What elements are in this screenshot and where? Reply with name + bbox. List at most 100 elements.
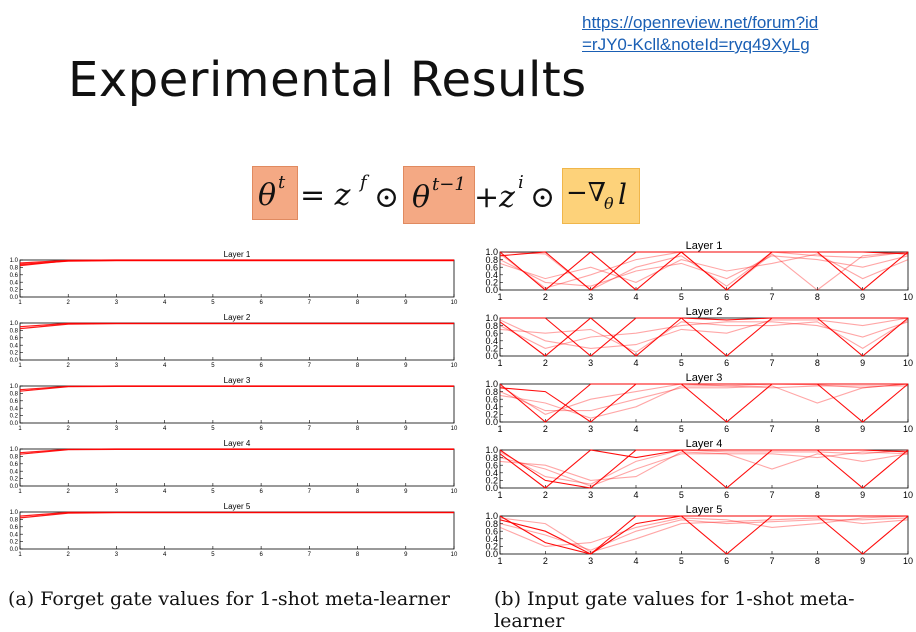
chart-b-3-ytick-label: 1.0 — [485, 379, 498, 389]
chart-b-4-xtick-label: 6 — [724, 490, 729, 500]
chart-a-5-xtick-label: 1 — [18, 552, 22, 558]
chart-b-2-series-line — [499, 317, 908, 357]
chart-b-1-ytick-label: 1.0 — [485, 247, 498, 257]
chart-b-2-xtick-label: 4 — [633, 358, 638, 368]
chart-a-2-ytick-label: 0.2 — [10, 351, 19, 357]
chart-a-5-ytick-label: 1.0 — [10, 510, 19, 516]
chart-b-2-xtick-label: 2 — [543, 358, 548, 368]
chart-b-3-series-line — [499, 383, 908, 423]
chart-b-3-xtick-label: 3 — [588, 424, 593, 434]
chart-a-4-frame — [19, 448, 455, 487]
chart-a-4-xtick-label: 2 — [67, 489, 71, 495]
chart-b-1-xtick-label: 4 — [633, 292, 638, 302]
update-formula: θ t = z f ⊙ θ t−1 +z i ⊙ −∇ θ l — [0, 0, 916, 240]
chart-b-4-title: Layer 4 — [686, 438, 723, 450]
chart-b-5-ytick-label: 0.2 — [485, 542, 498, 552]
chart-a-3-frame — [19, 385, 455, 424]
chart-a-4-ytick-label: 0.0 — [10, 484, 19, 490]
link-line-2[interactable]: =rJY0-Kcll&noteId=ryq49XyLg — [582, 35, 810, 54]
chart-a-3-xtick-label: 5 — [211, 426, 215, 432]
slide-title: Experimental Results — [68, 52, 587, 108]
highlight-theta-t — [252, 166, 298, 220]
formula-odot-1: ⊙ — [374, 180, 400, 215]
chart-b-2-frame — [499, 317, 909, 357]
chart-a-5-xtick-label: 8 — [356, 552, 360, 558]
chart-a-4-xtick-label: 6 — [259, 489, 263, 495]
formula-eq-zf: = z — [300, 178, 351, 213]
chart-b-5-ytick-label: 1.0 — [485, 511, 498, 521]
chart-b-1-series-line — [499, 255, 909, 287]
chart-b-3-xtick-label: 2 — [543, 424, 548, 434]
chart-a-4-xtick-label: 5 — [211, 489, 215, 495]
chart-a-3-xtick-label: 3 — [115, 426, 119, 432]
chart-b-5-ytick-label: 0.4 — [485, 534, 498, 544]
chart-b-5-series-line — [499, 515, 908, 555]
chart-b-3-ytick-label: 0.4 — [485, 402, 498, 412]
link-line-1[interactable]: https://openreview.net/forum?id — [582, 13, 819, 32]
chart-a-3-ytick-label: 0.8 — [10, 392, 19, 398]
chart-a-4-ytick-label: 0.2 — [10, 477, 19, 483]
chart-a-1-ytick-label: 1.0 — [10, 258, 19, 264]
chart-a-3-xtick-label: 6 — [259, 426, 263, 432]
chart-a-2-xtick-label: 2 — [67, 363, 71, 369]
chart-a-4-series-line — [19, 448, 454, 454]
chart-b-5-xtick-label: 8 — [815, 556, 820, 566]
formula-sup-i: i — [518, 172, 524, 193]
chart-b-2-ytick-label: 0.8 — [485, 321, 498, 331]
chart-a-2-frame — [19, 322, 455, 361]
chart-a-3-ytick-label: 1.0 — [10, 384, 19, 390]
chart-b-4-ytick-label: 0.6 — [485, 460, 498, 470]
chart-a-2-ytick-label: 1.0 — [10, 321, 19, 327]
chart-b-1-xtick-label: 3 — [588, 292, 593, 302]
chart-a-1-xtick-label: 9 — [404, 300, 408, 306]
caption-input-gate: (b) Input gate values for 1-shot meta-le… — [494, 588, 855, 632]
formula-sub-theta: θ — [604, 194, 614, 213]
chart-a-2-xtick-label: 1 — [18, 363, 22, 369]
chart-b-2-xtick-label: 9 — [860, 358, 865, 368]
chart-b-1-ytick-label: 0.8 — [485, 255, 498, 265]
chart-b-3-xtick-label: 4 — [633, 424, 638, 434]
chart-b-2-series-line — [499, 319, 909, 353]
chart-a-2-title: Layer 2 — [224, 313, 251, 322]
chart-b-1-xtick-label: 1 — [497, 292, 502, 302]
chart-a-1-series-line — [19, 259, 454, 264]
chart-a-5-series-line — [19, 512, 454, 519]
chart-b-2-title: Layer 2 — [686, 306, 723, 318]
chart-b-5-xtick-label: 5 — [679, 556, 684, 566]
chart-b-3-ytick-label: 0.8 — [485, 387, 498, 397]
chart-b-1-title: Layer 1 — [686, 240, 723, 252]
chart-a-3-xtick-label: 2 — [67, 426, 71, 432]
chart-a-3-ytick-label: 0.0 — [10, 421, 19, 427]
chart-b-4-series-line — [499, 449, 909, 489]
formula-sup-t: t — [278, 172, 286, 193]
chart-b-3-xtick-label: 5 — [679, 424, 684, 434]
chart-a-1-ytick-label: 0.0 — [10, 295, 19, 301]
chart-b-5-series-line — [499, 515, 909, 555]
chart-a-5-xtick-label: 7 — [308, 552, 312, 558]
chart-a-4-xtick-label: 4 — [163, 489, 167, 495]
chart-b-2-ytick-label: 0.4 — [485, 336, 498, 346]
chart-a-4-series-line — [19, 448, 454, 455]
formula-theta-prev: θ — [412, 180, 431, 215]
chart-b-4-series-line — [499, 449, 909, 485]
chart-a-2-xtick-label: 6 — [259, 363, 263, 369]
chart-a-4-ytick-label: 0.4 — [10, 469, 19, 475]
chart-a-5-ytick-label: 0.4 — [10, 532, 19, 538]
chart-a-5-series-line — [19, 511, 454, 517]
chart-b-1-series-line — [499, 253, 909, 283]
chart-a-1-xtick-label: 3 — [115, 300, 119, 306]
chart-a-1-series-line — [19, 260, 454, 265]
chart-b-5-ytick-label: 0.0 — [485, 549, 498, 559]
formula-sup-f: f — [360, 172, 367, 193]
chart-a-4-title: Layer 4 — [224, 439, 251, 448]
chart-b-4-xtick-label: 9 — [860, 490, 865, 500]
chart-b-4-xtick-label: 5 — [679, 490, 684, 500]
chart-a-1-ytick-label: 0.4 — [10, 280, 19, 286]
chart-b-2-ytick-label: 0.2 — [485, 344, 498, 354]
chart-a-1-xtick-label: 8 — [356, 300, 360, 306]
chart-a-3-ytick-label: 0.4 — [10, 406, 19, 412]
openreview-link[interactable]: https://openreview.net/forum?id =rJY0-Kc… — [582, 12, 818, 56]
chart-a-5-frame — [19, 511, 455, 550]
chart-b-5-ytick-label: 0.8 — [485, 519, 498, 529]
chart-b-1-xtick-label: 6 — [724, 292, 729, 302]
